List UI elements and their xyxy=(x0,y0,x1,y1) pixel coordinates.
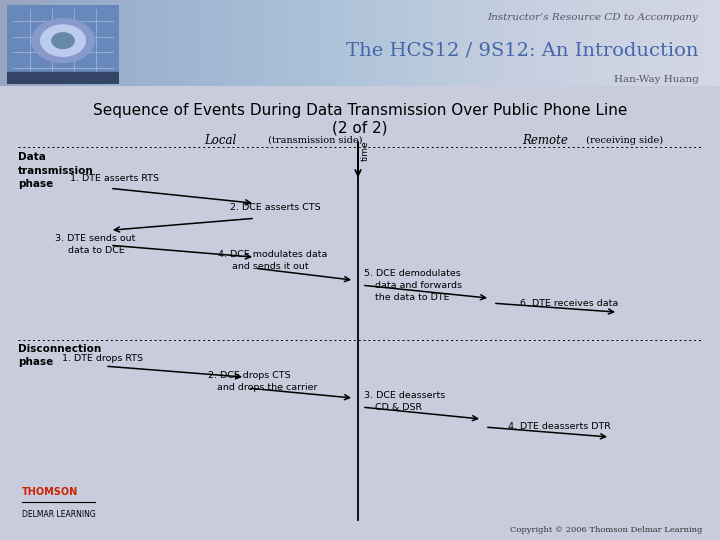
Text: 2. DCE asserts CTS: 2. DCE asserts CTS xyxy=(230,203,320,212)
Text: DELMAR LEARNING: DELMAR LEARNING xyxy=(22,510,96,518)
Text: data and forwards: data and forwards xyxy=(375,281,462,290)
Text: Han-Way Huang: Han-Way Huang xyxy=(613,75,698,84)
Text: CD & DSR: CD & DSR xyxy=(375,403,422,411)
Text: (2 of 2): (2 of 2) xyxy=(332,121,388,136)
Text: 3. DCE deasserts: 3. DCE deasserts xyxy=(364,390,445,400)
Text: Instructor’s Resource CD to Accompany: Instructor’s Resource CD to Accompany xyxy=(487,13,698,22)
Text: Sequence of Events During Data Transmission Over Public Phone Line: Sequence of Events During Data Transmiss… xyxy=(93,103,627,118)
Text: Copyright © 2006 Thomson Delmar Learning: Copyright © 2006 Thomson Delmar Learning xyxy=(510,526,702,534)
Text: The HCS12 / 9S12: An Introduction: The HCS12 / 9S12: An Introduction xyxy=(346,41,698,59)
Circle shape xyxy=(41,25,86,56)
Text: 1. DTE asserts RTS: 1. DTE asserts RTS xyxy=(70,174,159,183)
Circle shape xyxy=(32,19,94,63)
Text: Local: Local xyxy=(204,134,236,147)
Text: 2. DCE drops CTS: 2. DCE drops CTS xyxy=(208,370,291,380)
Text: and drops the carrier: and drops the carrier xyxy=(217,383,318,391)
Text: 1. DTE drops RTS: 1. DTE drops RTS xyxy=(62,354,143,363)
Text: 6. DTE receives data: 6. DTE receives data xyxy=(520,299,618,308)
Text: data to DCE: data to DCE xyxy=(68,246,125,255)
Text: (transmission side): (transmission side) xyxy=(265,136,362,145)
Text: (receiving side): (receiving side) xyxy=(583,136,663,145)
Text: 5. DCE demodulates: 5. DCE demodulates xyxy=(364,269,461,278)
Text: Remote: Remote xyxy=(522,134,568,147)
Text: time: time xyxy=(361,140,370,161)
Text: 3. DTE sends out: 3. DTE sends out xyxy=(55,234,135,243)
Text: and sends it out: and sends it out xyxy=(232,262,309,271)
Text: 4. DTE deasserts DTR: 4. DTE deasserts DTR xyxy=(508,422,611,430)
Text: Disconnection
phase: Disconnection phase xyxy=(18,344,102,367)
Text: Data
transmission
phase: Data transmission phase xyxy=(18,152,94,189)
Bar xyxy=(7,72,119,84)
Text: THOMSON: THOMSON xyxy=(22,487,78,497)
Text: 4. DCE modulates data: 4. DCE modulates data xyxy=(218,250,328,259)
Circle shape xyxy=(52,33,74,49)
Text: the data to DTE: the data to DTE xyxy=(375,293,449,302)
